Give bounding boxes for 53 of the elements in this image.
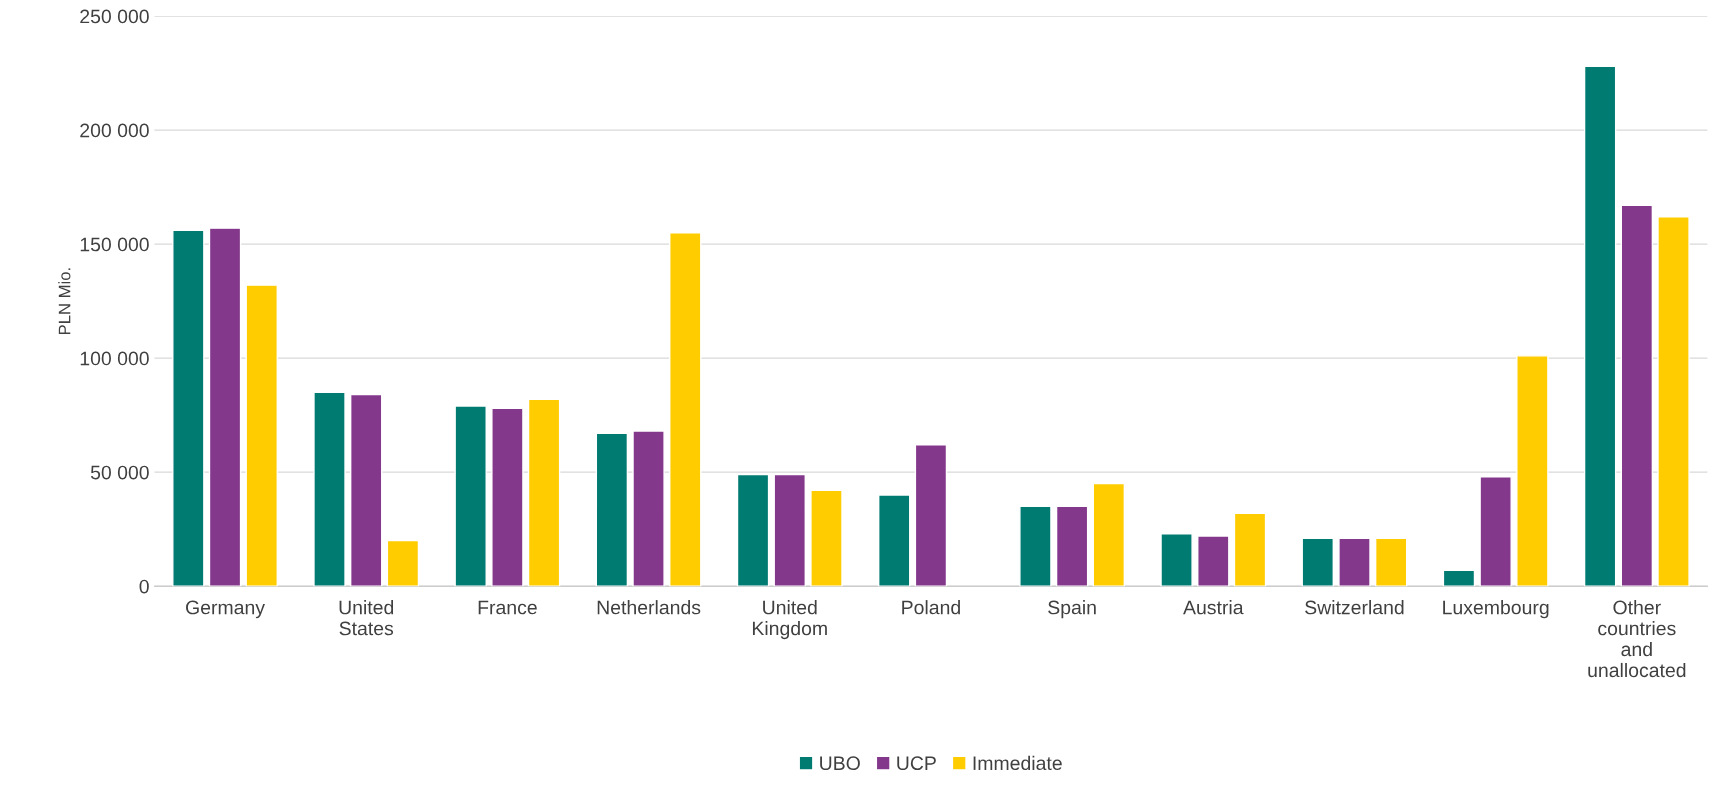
legend-label: UCP xyxy=(897,756,936,771)
bar xyxy=(1657,216,1690,587)
x-tick-label: United States xyxy=(339,600,394,636)
bar xyxy=(172,229,205,587)
y-tick-label: 250 000 xyxy=(80,9,149,24)
x-tick-label: United Kingdom xyxy=(752,600,827,640)
bar xyxy=(491,407,524,587)
bar xyxy=(349,393,383,587)
y-tick-label: 0 xyxy=(139,579,149,594)
bar xyxy=(1233,512,1267,587)
bar xyxy=(454,405,487,587)
bar xyxy=(1160,533,1193,587)
bar xyxy=(669,232,702,587)
bar xyxy=(1055,505,1089,587)
bar xyxy=(595,432,629,587)
bar xyxy=(1516,355,1549,587)
y-tick-label: 100 000 xyxy=(80,351,149,366)
bar xyxy=(1479,476,1512,587)
y-tick-label: 150 000 xyxy=(80,237,149,252)
bar xyxy=(1374,537,1408,587)
bar xyxy=(1620,204,1654,587)
bar xyxy=(313,391,346,587)
legend-label: Immediate xyxy=(973,755,1062,771)
y-tick-label: 50 000 xyxy=(90,465,149,480)
bar xyxy=(1301,537,1334,587)
bar xyxy=(632,430,665,587)
x-tick-label: Luxembourg xyxy=(1443,600,1549,619)
bar xyxy=(386,539,420,587)
bar xyxy=(245,284,278,587)
bar xyxy=(208,227,242,587)
y-tick-label: 200 000 xyxy=(80,123,149,138)
bar xyxy=(1092,482,1126,587)
x-tick-label: Germany xyxy=(186,600,265,619)
bar xyxy=(527,398,561,587)
x-tick-label: Spain xyxy=(1048,600,1096,619)
x-tick-label: Other countries and unallocated xyxy=(1588,600,1686,678)
bar xyxy=(1442,569,1476,587)
legend-label: UBO xyxy=(820,756,860,771)
y-axis-title: PLN Mio. xyxy=(58,268,71,335)
x-tick-label: Switzerland xyxy=(1305,600,1404,615)
bar xyxy=(1583,65,1617,587)
x-tick-label: Poland xyxy=(902,600,960,615)
x-tick-label: Netherlands xyxy=(597,600,701,615)
bar xyxy=(914,444,948,587)
bar xyxy=(773,473,806,587)
x-tick-label: France xyxy=(478,600,537,615)
bar xyxy=(1019,505,1052,587)
bar xyxy=(1197,535,1230,587)
bar xyxy=(877,494,911,587)
x-tick-label: Austria xyxy=(1183,600,1244,615)
bar xyxy=(736,473,770,587)
bar xyxy=(1338,537,1371,587)
bar xyxy=(810,489,843,587)
